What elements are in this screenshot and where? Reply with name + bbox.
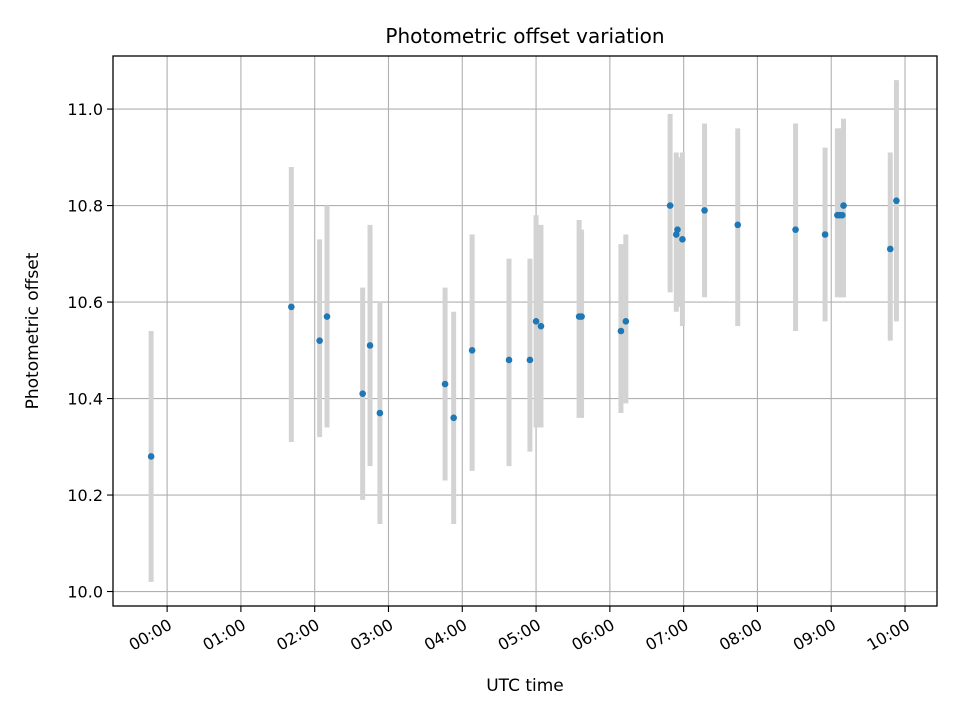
data-point — [679, 236, 686, 243]
data-point — [617, 327, 625, 335]
data-point — [526, 356, 534, 364]
data-point — [840, 202, 847, 209]
data-point — [505, 356, 513, 364]
plot-area-frame — [112, 55, 938, 607]
y-axis-ticks: 10.0 10.2 10.4 10.6 10.8 11.0 — [67, 100, 113, 602]
data-point — [376, 409, 384, 417]
data-point — [450, 414, 457, 422]
data-point — [701, 207, 708, 214]
chart-title: Photometric offset variation — [385, 24, 664, 48]
data-point — [821, 231, 829, 238]
data-point — [288, 303, 295, 311]
data-point — [532, 318, 540, 325]
y-tick-label: 10.0 — [67, 583, 103, 602]
data-point — [323, 313, 331, 320]
data-point — [441, 380, 449, 388]
data-point — [578, 313, 585, 320]
y-tick-label: 10.2 — [67, 486, 103, 505]
data-point — [147, 453, 155, 460]
data-point — [468, 346, 476, 354]
data-point — [366, 342, 374, 349]
data-point — [886, 245, 894, 253]
x-axis-label: UTC time — [486, 676, 564, 696]
data-point — [734, 221, 742, 229]
data-point — [893, 197, 900, 205]
y-tick-label: 10.8 — [67, 197, 103, 216]
data-point — [537, 322, 545, 330]
y-tick-label: 11.0 — [67, 100, 103, 119]
y-axis-label: Photometric offset — [23, 252, 43, 409]
data-point — [359, 390, 366, 398]
data-point — [792, 226, 799, 233]
data-points — [147, 197, 900, 460]
data-point — [674, 226, 681, 233]
y-tick-label: 10.6 — [67, 293, 103, 312]
data-point — [622, 318, 630, 325]
data-point — [839, 211, 846, 219]
data-point — [666, 202, 674, 209]
data-point — [316, 337, 323, 344]
y-tick-label: 10.4 — [67, 390, 103, 409]
